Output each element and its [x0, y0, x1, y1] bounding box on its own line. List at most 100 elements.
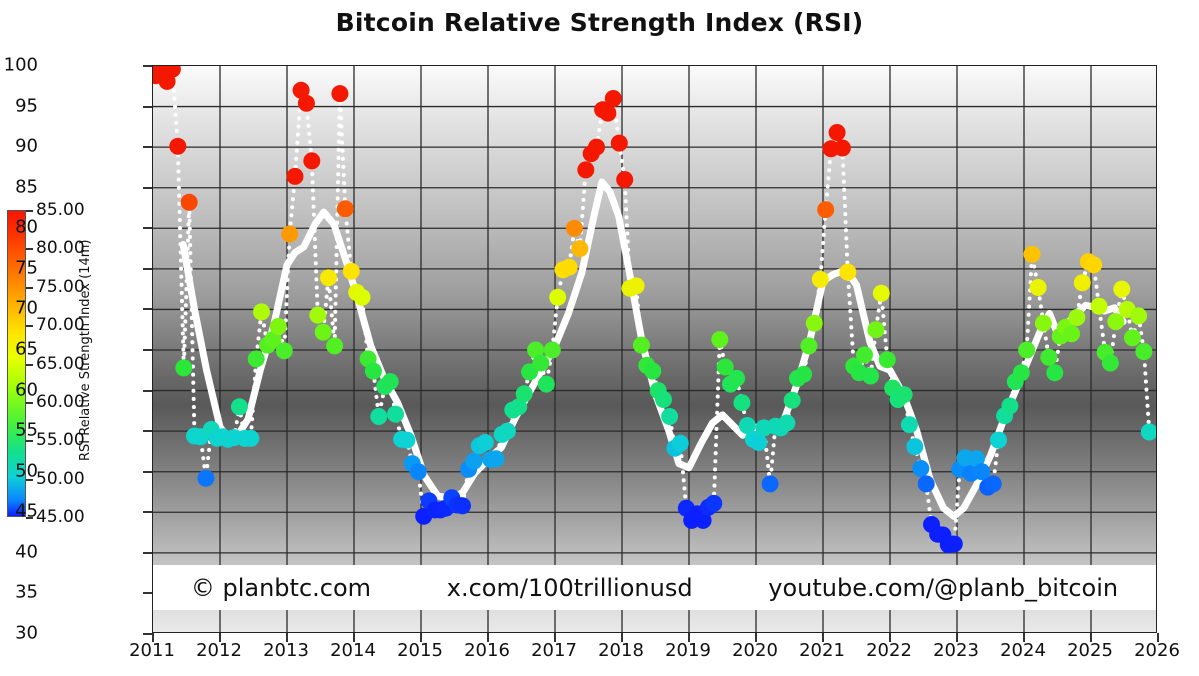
data-point-marker — [906, 438, 924, 456]
data-point-marker — [1124, 329, 1141, 347]
y-tick-label: 100 — [3, 54, 38, 76]
data-point-marker — [1063, 325, 1081, 343]
y-tick-label: 75 — [15, 257, 38, 279]
colorbar-tick-label: 70.00 — [36, 315, 85, 336]
data-point-marker — [1113, 280, 1131, 298]
data-point-marker — [1012, 364, 1030, 382]
data-point-marker — [1034, 314, 1052, 332]
data-point-marker — [599, 104, 617, 122]
data-point-marker — [728, 369, 746, 387]
plot-svg — [153, 66, 1156, 632]
y-axis-title: RSI Relative Strength Index (14m) — [78, 239, 93, 461]
data-point-marker — [498, 422, 516, 440]
y-tick-label: 45 — [15, 500, 38, 522]
plot-area — [152, 65, 1157, 633]
data-point-marker — [303, 152, 321, 170]
y-tick — [143, 470, 152, 473]
data-point-marker — [175, 359, 193, 377]
y-tick — [143, 349, 152, 351]
data-point-marker — [1040, 348, 1058, 366]
x-tick-label: 2021 — [799, 640, 845, 661]
x-tick-label: 2012 — [196, 640, 242, 661]
data-point-marker — [811, 270, 829, 288]
data-point-marker — [694, 511, 712, 529]
data-point-marker — [1130, 307, 1148, 325]
data-point-marker — [632, 336, 650, 354]
colorbar-tick — [26, 478, 33, 481]
x-tick — [822, 633, 824, 642]
data-point-marker — [515, 385, 533, 403]
x-tick-label: 2013 — [263, 640, 309, 661]
data-point-marker — [839, 263, 857, 281]
x-tick-label: 2026 — [1134, 640, 1180, 661]
x-tick-label: 2014 — [330, 640, 376, 661]
data-point-marker — [1090, 297, 1108, 315]
x-tick-label: 2015 — [397, 640, 443, 661]
data-point-marker — [783, 391, 801, 409]
data-point-markers — [153, 66, 1156, 554]
x-tick-label: 2019 — [665, 640, 711, 661]
data-point-marker — [387, 405, 404, 423]
x-tick — [1157, 633, 1159, 642]
y-tick-label: 80 — [15, 216, 38, 238]
data-point-marker — [716, 358, 734, 376]
y-tick-label: 50 — [15, 460, 38, 482]
data-point-marker — [761, 475, 779, 493]
data-point-marker — [537, 375, 555, 393]
y-tick — [143, 308, 152, 311]
y-tick — [143, 389, 152, 392]
colorbar-tick — [26, 248, 33, 251]
data-point-marker — [169, 137, 187, 155]
x-tick — [889, 633, 891, 642]
colorbar-legend: 85.00 80.00 75.00 70.00 65.00 60.00 55.00 50.00… — [0, 200, 92, 530]
data-point-marker — [465, 452, 483, 470]
x-tick-label: 2018 — [598, 640, 644, 661]
y-tick — [143, 65, 152, 67]
data-point-marker — [314, 323, 332, 341]
data-point-marker — [532, 354, 550, 372]
x-tick — [1023, 633, 1025, 642]
x-tick — [688, 633, 690, 642]
watermark-copyright: © planbtc.com — [190, 573, 372, 602]
data-point-marker — [487, 450, 505, 468]
data-point-marker — [895, 386, 913, 404]
colorbar-gradient — [7, 210, 26, 517]
data-point-marker — [661, 408, 679, 425]
data-point-marker — [867, 321, 885, 339]
x-tick — [286, 633, 288, 642]
data-point-marker — [197, 469, 215, 487]
data-point-marker — [990, 431, 1007, 449]
data-point-marker — [353, 288, 371, 306]
colorbar-tick — [26, 286, 33, 289]
data-point-marker — [320, 269, 337, 287]
y-tick-label: 40 — [15, 541, 38, 563]
x-tick-label: 2025 — [1067, 640, 1113, 661]
data-point-marker — [733, 394, 751, 412]
data-point-marker — [616, 171, 634, 189]
data-point-marker — [1068, 309, 1086, 326]
data-point-marker — [610, 134, 628, 152]
data-point-marker — [945, 535, 963, 553]
y-tick — [143, 186, 152, 189]
data-point-marker — [862, 367, 880, 385]
data-point-marker — [326, 337, 344, 355]
y-tick — [143, 633, 152, 635]
data-point-marker — [805, 314, 823, 332]
data-point-marker — [364, 362, 382, 380]
data-point-marker — [571, 240, 589, 258]
x-tick — [353, 633, 355, 642]
data-point-marker — [1018, 341, 1036, 359]
data-point-marker — [264, 331, 282, 348]
data-point-marker — [1001, 397, 1019, 415]
data-point-marker — [912, 460, 930, 477]
x-tick — [420, 633, 422, 642]
data-point-marker — [454, 497, 471, 515]
data-point-marker — [900, 416, 918, 434]
data-point-marker — [588, 138, 605, 156]
x-tick — [152, 633, 154, 642]
data-point-marker — [750, 434, 768, 451]
data-point-marker — [409, 463, 427, 481]
data-point-marker — [1085, 256, 1103, 274]
data-point-marker — [549, 288, 567, 306]
